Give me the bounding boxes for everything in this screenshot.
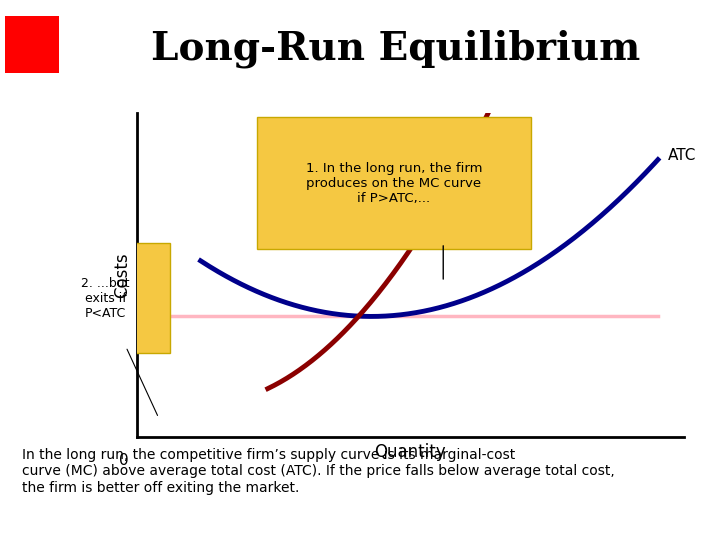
Y-axis label: Costs: Costs xyxy=(113,253,131,298)
FancyBboxPatch shape xyxy=(41,243,170,353)
Text: 0: 0 xyxy=(119,453,129,468)
Text: 2. ...but
exits if
P<ATC: 2. ...but exits if P<ATC xyxy=(81,276,130,320)
X-axis label: Quantity: Quantity xyxy=(374,443,446,461)
FancyBboxPatch shape xyxy=(257,117,531,249)
Text: Long-Run Equilibrium: Long-Run Equilibrium xyxy=(151,30,641,68)
Text: 1. In the long run, the firm
produces on the MC curve
if P>ATC,...: 1. In the long run, the firm produces on… xyxy=(306,161,482,205)
Text: ATC: ATC xyxy=(668,148,697,163)
Text: In the long run, the competitive firm’s supply curve is its marginal-cost
curve : In the long run, the competitive firm’s … xyxy=(22,448,614,495)
